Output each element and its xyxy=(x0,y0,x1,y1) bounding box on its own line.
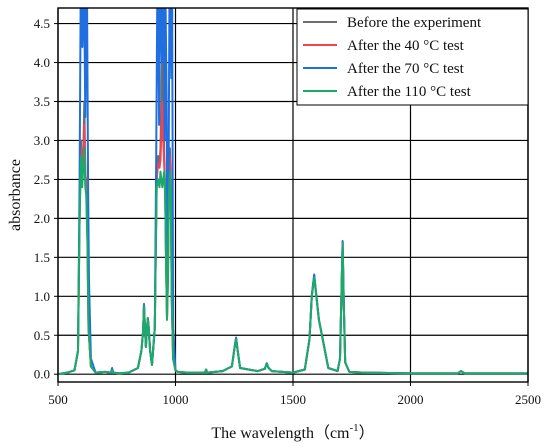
y-tick-label: 1.0 xyxy=(34,289,50,304)
legend-label: After the 40 °C test xyxy=(347,38,465,54)
legend-label: Before the experiment xyxy=(347,15,482,31)
y-axis-label: absorbance xyxy=(7,159,24,231)
x-tick-label: 2000 xyxy=(398,392,424,407)
series-lines xyxy=(58,8,528,376)
legend-label: After the 110 °C test xyxy=(347,84,472,100)
x-tick-label: 1500 xyxy=(280,392,306,407)
axis-ticks: 500 1000 1500 2000 2500 0.0 0.5 1.0 1.5 2.0 2.5 3.0… xyxy=(34,16,541,407)
y-tick-label: 1.5 xyxy=(34,250,50,265)
y-tick-label: 0.5 xyxy=(34,328,50,343)
y-tick-label: 0.0 xyxy=(34,367,50,382)
y-tick-label: 2.0 xyxy=(34,211,50,226)
x-axis-label-close: ） xyxy=(359,424,375,442)
legend: Before the experiment After the 40 °C tes… xyxy=(296,8,529,106)
x-tick-label: 500 xyxy=(48,392,68,407)
series-line-4 xyxy=(58,147,528,376)
x-axis-label-superscript: -1 xyxy=(350,422,359,434)
legend-label: After the 70 °C test xyxy=(347,61,465,77)
y-tick-label: 3.0 xyxy=(34,133,50,148)
y-tick-label: 3.5 xyxy=(34,94,50,109)
y-tick-label: 4.0 xyxy=(34,55,50,70)
y-tick-label: 2.5 xyxy=(34,172,50,187)
x-axis-label-main: The wavelength（cm xyxy=(211,424,350,442)
y-tick-label: 4.5 xyxy=(34,16,50,31)
x-axis-label: The wavelength（cm-1） xyxy=(211,422,374,442)
legend-box xyxy=(296,8,529,106)
x-tick-label: 1000 xyxy=(163,392,189,407)
x-tick-label: 2500 xyxy=(515,392,541,407)
